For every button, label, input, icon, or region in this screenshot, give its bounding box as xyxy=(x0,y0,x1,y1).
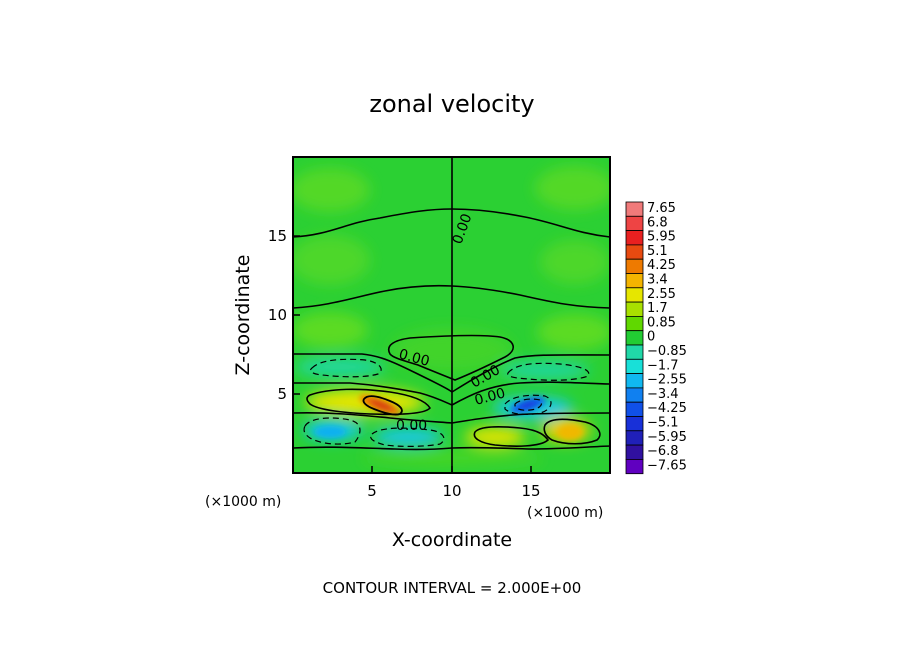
colorbar-label: 4.25 xyxy=(647,258,676,273)
colorbar-swatch xyxy=(625,444,644,460)
zero-contour-left-band-bottom xyxy=(293,382,453,406)
neg-contour-right-upper xyxy=(507,362,590,381)
colorbar-swatch xyxy=(625,287,644,303)
colorbar-swatch xyxy=(625,387,644,403)
colorbar-swatch xyxy=(625,416,644,432)
colorbar-swatch xyxy=(625,430,644,446)
zero-contour-lobe xyxy=(388,334,514,381)
colorbar-label: −5.1 xyxy=(647,416,679,431)
zero-contour-right-band-top xyxy=(451,354,610,393)
colorbar-label: 0.85 xyxy=(647,315,676,330)
contour-label: 0.00 xyxy=(396,418,427,434)
colorbar-label: 6.8 xyxy=(647,215,668,230)
zero-contour-right-lower-lobe xyxy=(473,426,550,447)
contour-label: 0.00 xyxy=(397,346,431,370)
neg-contour-left-upper xyxy=(309,358,382,378)
colorbar: 7.656.85.955.14.253.42.551.70.850−0.85−1… xyxy=(625,201,687,475)
x-tick-labels: 5 10 15 xyxy=(367,482,540,500)
y-tick-labels: 5 10 15 xyxy=(268,227,287,403)
z-unit-label: (×1000 m) xyxy=(205,494,281,510)
colorbar-swatch xyxy=(625,358,644,374)
y-tick-label: 5 xyxy=(277,385,287,403)
x-unit-label: (×1000 m) xyxy=(527,505,603,521)
colorbar-swatches xyxy=(625,201,644,475)
y-axis-label: Z-coordinate xyxy=(232,255,254,376)
zero-contour-yellow-left xyxy=(306,388,431,416)
colorbar-swatch xyxy=(625,315,644,332)
y-ticks xyxy=(293,235,300,395)
colorbar-swatch xyxy=(625,401,644,417)
colorbar-label: 5.95 xyxy=(647,230,676,245)
colorbar-labels: 7.656.85.955.14.253.42.551.70.850−0.85−1… xyxy=(647,201,687,473)
colorbar-label: 5.1 xyxy=(647,244,668,259)
zero-contour-right-lower-lobe-2 xyxy=(543,418,601,445)
x-tick-label: 10 xyxy=(442,482,461,500)
colorbar-label: −3.4 xyxy=(647,387,679,402)
colorbar-label: 2.55 xyxy=(647,287,676,302)
colorbar-swatch xyxy=(625,344,644,360)
colorbar-label: 7.65 xyxy=(647,201,676,216)
colorbar-label: −4.25 xyxy=(647,401,687,416)
negative-contour-lines xyxy=(303,358,590,447)
contour-lines xyxy=(293,157,610,473)
colorbar-swatch xyxy=(625,458,644,475)
colorbar-swatch xyxy=(625,258,644,274)
zero-contour-upper xyxy=(293,208,610,238)
zero-contour-left-band-top xyxy=(293,353,453,393)
contour-interval-text: CONTOUR INTERVAL = 2.000E+00 xyxy=(323,579,582,597)
zero-contour-right-band-bottom xyxy=(451,381,610,406)
y-tick-label: 10 xyxy=(268,306,287,324)
neg-contour-left-lower xyxy=(303,417,361,445)
chart-title: zonal velocity xyxy=(369,90,534,118)
x-tick-label: 15 xyxy=(521,482,540,500)
colorbar-label: −2.55 xyxy=(647,373,687,388)
colorbar-swatch xyxy=(625,230,644,246)
colorbar-label: −0.85 xyxy=(647,344,687,359)
colorbar-label: −5.95 xyxy=(647,430,687,445)
neg-contour-right-min xyxy=(504,394,552,415)
zero-contour-bottom xyxy=(293,445,610,451)
velocity-field xyxy=(293,166,610,466)
y-tick-label: 15 xyxy=(268,227,287,245)
colorbar-label: −1.7 xyxy=(647,358,679,373)
colorbar-label: −7.65 xyxy=(647,458,687,473)
contour-label: 0.00 xyxy=(473,385,507,409)
colorbar-swatch xyxy=(625,330,644,346)
neg-contour-mid-lower xyxy=(370,427,445,447)
colorbar-swatch xyxy=(625,301,644,317)
colorbar-swatch xyxy=(625,201,644,217)
colorbar-label: −6.8 xyxy=(647,444,679,459)
colorbar-swatch xyxy=(625,273,644,289)
colorbar-label: 3.4 xyxy=(647,273,668,288)
zero-contour-mid xyxy=(293,284,610,309)
zero-contour-lower xyxy=(293,412,610,424)
colorbar-swatch xyxy=(625,244,644,260)
colorbar-label: 1.7 xyxy=(647,301,668,316)
colorbar-swatch xyxy=(625,215,644,232)
positive-max-contour xyxy=(362,395,403,416)
x-ticks xyxy=(371,466,532,473)
plot-area: 0.00 0.00 0.00 0.00 0.00 xyxy=(293,157,610,473)
colorbar-swatch xyxy=(625,373,644,389)
x-axis-label: X-coordinate xyxy=(392,529,512,551)
neg-contour-right-min-inner xyxy=(514,398,543,411)
x-tick-label: 5 xyxy=(367,482,377,500)
colorbar-label: 0 xyxy=(647,330,655,345)
